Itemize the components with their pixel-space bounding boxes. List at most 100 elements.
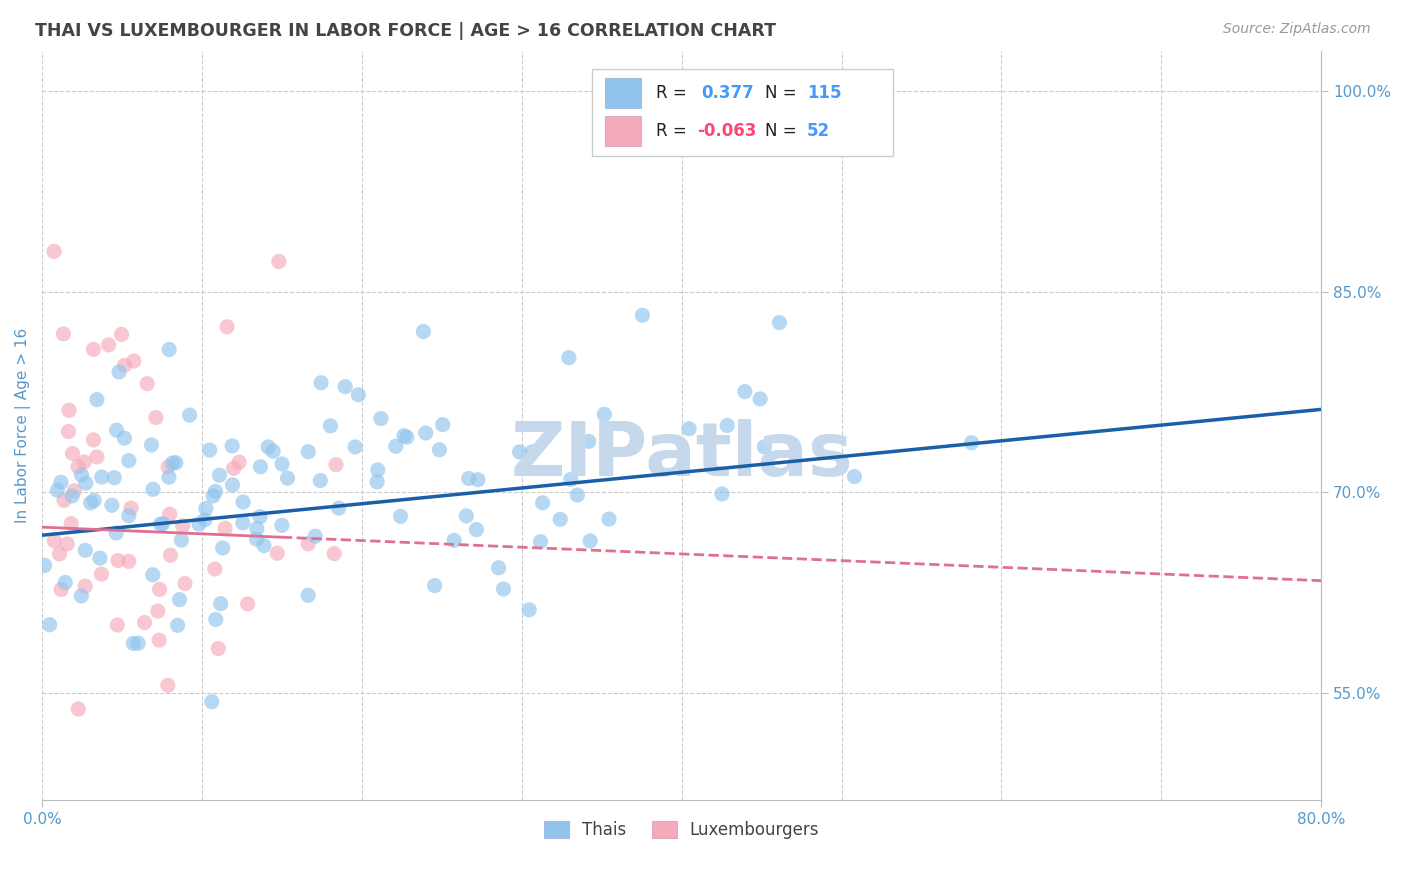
Point xyxy=(194,513,217,527)
Point xyxy=(389,509,412,524)
Point xyxy=(58,425,80,439)
Point xyxy=(86,392,108,407)
Point xyxy=(122,636,145,650)
Point xyxy=(188,516,211,531)
Point xyxy=(179,408,201,422)
Point xyxy=(370,411,392,425)
Point xyxy=(222,461,245,475)
Point xyxy=(127,636,149,650)
Point xyxy=(89,551,111,566)
Point xyxy=(749,392,772,406)
Text: 0.377: 0.377 xyxy=(700,85,754,103)
Point xyxy=(209,597,232,611)
Point xyxy=(105,423,128,437)
Point xyxy=(297,444,319,458)
Point xyxy=(208,468,231,483)
Point xyxy=(34,558,56,573)
Point xyxy=(271,457,294,471)
Point xyxy=(70,467,93,482)
Point xyxy=(204,562,226,576)
Point xyxy=(90,470,112,484)
Point xyxy=(228,455,250,469)
Point xyxy=(517,603,540,617)
FancyBboxPatch shape xyxy=(605,116,641,146)
Point xyxy=(309,474,332,488)
Point xyxy=(366,475,388,489)
Point xyxy=(531,496,554,510)
Point xyxy=(146,604,169,618)
Point xyxy=(232,495,254,509)
Point xyxy=(103,471,125,485)
Point xyxy=(134,615,156,630)
Point xyxy=(347,387,370,401)
FancyBboxPatch shape xyxy=(605,78,641,109)
Point xyxy=(319,418,342,433)
Text: R =: R = xyxy=(657,85,692,103)
Point xyxy=(465,523,488,537)
Point xyxy=(114,358,136,372)
FancyBboxPatch shape xyxy=(592,70,893,155)
Point xyxy=(488,561,510,575)
Point xyxy=(204,613,226,627)
Point xyxy=(415,425,437,440)
Point xyxy=(79,496,101,510)
Point xyxy=(60,489,83,503)
Point xyxy=(711,487,734,501)
Point xyxy=(578,434,600,449)
Point xyxy=(201,695,224,709)
Point xyxy=(207,641,229,656)
Point xyxy=(118,554,141,568)
Point xyxy=(844,469,866,483)
Point xyxy=(83,493,105,508)
Point xyxy=(172,518,194,533)
Point xyxy=(105,618,128,632)
Point xyxy=(734,384,756,399)
Point xyxy=(165,456,187,470)
Point xyxy=(215,319,238,334)
Legend: Thais, Luxembourgers: Thais, Luxembourgers xyxy=(537,814,827,846)
Point xyxy=(51,582,73,597)
Point xyxy=(277,471,299,485)
Point xyxy=(118,508,141,523)
Point xyxy=(149,517,172,532)
Point xyxy=(101,498,124,512)
Point xyxy=(157,470,180,484)
Point xyxy=(754,440,776,454)
Point xyxy=(262,444,284,458)
Point xyxy=(169,592,191,607)
Point xyxy=(148,633,170,648)
Point xyxy=(44,533,66,548)
Point xyxy=(122,354,145,368)
Point xyxy=(221,478,243,492)
Point xyxy=(328,501,350,516)
Point xyxy=(149,582,172,597)
Text: 52: 52 xyxy=(807,122,830,140)
Point xyxy=(558,351,581,365)
Point xyxy=(48,547,70,561)
Point xyxy=(266,546,288,560)
Point xyxy=(456,508,478,523)
Point xyxy=(112,431,135,445)
Text: N =: N = xyxy=(765,85,801,103)
Point xyxy=(211,541,233,555)
Point xyxy=(53,493,76,508)
Point xyxy=(52,326,75,341)
Point xyxy=(166,618,188,632)
Point xyxy=(249,459,271,474)
Point xyxy=(768,316,790,330)
Point xyxy=(157,459,180,474)
Point xyxy=(63,483,86,498)
Point xyxy=(567,488,589,502)
Point xyxy=(257,440,280,454)
Point xyxy=(467,473,489,487)
Point xyxy=(75,579,97,593)
Point xyxy=(198,443,221,458)
Point xyxy=(118,453,141,467)
Point xyxy=(253,539,276,553)
Point xyxy=(432,417,454,432)
Point xyxy=(598,512,620,526)
Point xyxy=(174,576,197,591)
Point xyxy=(60,516,83,531)
Point xyxy=(53,575,76,590)
Point xyxy=(202,489,225,503)
